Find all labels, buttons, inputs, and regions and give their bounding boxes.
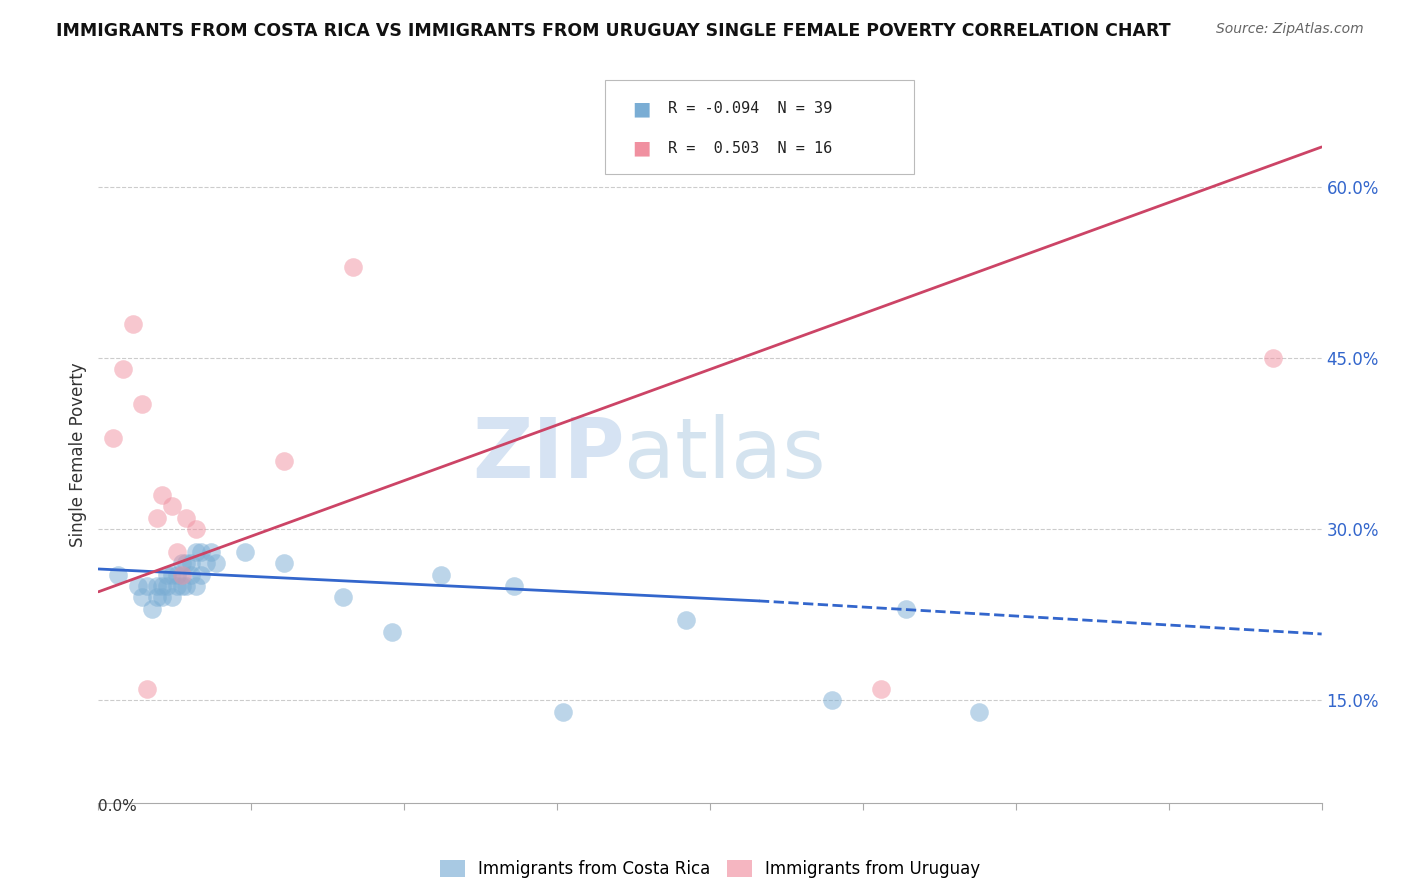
Point: [1261, 351, 1284, 365]
Point: [190, 567, 212, 582]
Point: [166, 545, 188, 559]
Point: [166, 579, 188, 593]
Point: [121, 317, 143, 331]
Point: [503, 579, 526, 593]
Point: [166, 567, 188, 582]
Point: [233, 545, 256, 559]
Point: [160, 500, 183, 514]
Point: [176, 556, 198, 570]
Point: [160, 567, 183, 582]
Text: R =  0.503  N = 16: R = 0.503 N = 16: [668, 141, 832, 156]
Text: R = -0.094  N = 39: R = -0.094 N = 39: [668, 101, 832, 116]
Point: [107, 567, 129, 582]
Point: [111, 362, 134, 376]
Point: [180, 567, 202, 582]
Point: [273, 453, 295, 467]
Point: [186, 579, 208, 593]
Point: [127, 579, 149, 593]
Text: ■: ■: [633, 99, 651, 118]
Point: [131, 591, 153, 605]
Text: ■: ■: [633, 139, 651, 158]
Point: [101, 431, 124, 445]
Point: [170, 579, 193, 593]
Point: [150, 488, 173, 502]
Point: [131, 396, 153, 410]
Point: [180, 556, 202, 570]
Point: [136, 579, 159, 593]
Point: [156, 579, 179, 593]
Point: [146, 579, 169, 593]
Text: 0.0%: 0.0%: [98, 799, 138, 814]
Point: [894, 602, 917, 616]
Point: [273, 556, 295, 570]
Point: [675, 613, 697, 627]
Point: [205, 556, 228, 570]
Point: [186, 522, 208, 536]
Point: [553, 705, 575, 719]
Y-axis label: Single Female Poverty: Single Female Poverty: [69, 363, 87, 547]
Text: Source: ZipAtlas.com: Source: ZipAtlas.com: [1216, 22, 1364, 37]
Point: [195, 556, 218, 570]
Point: [170, 556, 193, 570]
Point: [146, 510, 169, 524]
Point: [141, 602, 163, 616]
Point: [200, 545, 222, 559]
Point: [170, 567, 193, 582]
Point: [821, 693, 844, 707]
Point: [381, 624, 404, 639]
Text: atlas: atlas: [624, 415, 827, 495]
Point: [150, 591, 173, 605]
Point: [146, 591, 169, 605]
Text: IMMIGRANTS FROM COSTA RICA VS IMMIGRANTS FROM URUGUAY SINGLE FEMALE POVERTY CORR: IMMIGRANTS FROM COSTA RICA VS IMMIGRANTS…: [56, 22, 1171, 40]
Legend: Immigrants from Costa Rica, Immigrants from Uruguay: Immigrants from Costa Rica, Immigrants f…: [433, 854, 987, 885]
Point: [190, 545, 212, 559]
Point: [967, 705, 990, 719]
Point: [332, 591, 354, 605]
Point: [136, 681, 159, 696]
Point: [870, 681, 893, 696]
Point: [160, 591, 183, 605]
Point: [342, 260, 364, 274]
Text: ZIP: ZIP: [472, 415, 624, 495]
Point: [156, 567, 179, 582]
Point: [176, 510, 198, 524]
Point: [186, 545, 208, 559]
Point: [430, 567, 453, 582]
Point: [150, 579, 173, 593]
Point: [176, 579, 198, 593]
